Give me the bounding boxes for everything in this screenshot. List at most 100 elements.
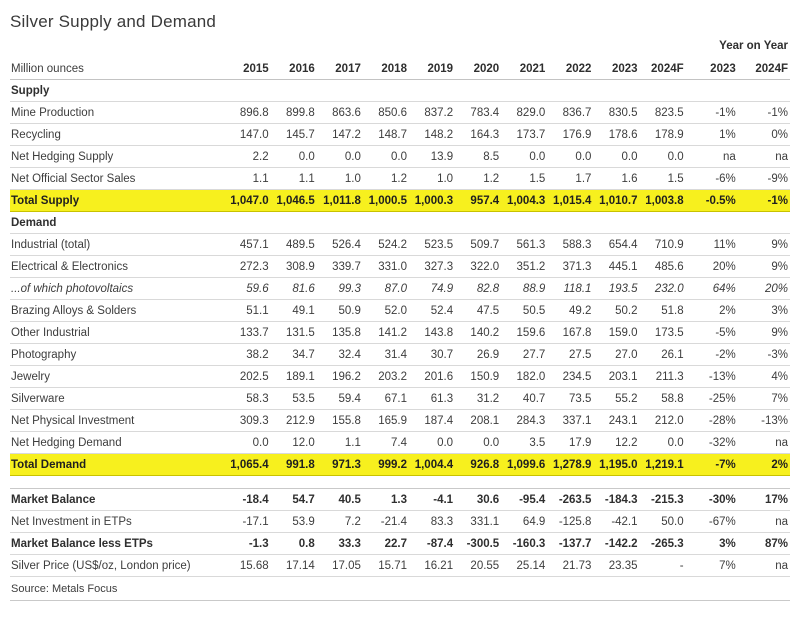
row-electrical-electronics: Electrical & Electronics 272.3 308.9 339.7 3… [10, 255, 790, 278]
cell-value: 26.1 [639, 343, 686, 366]
cell-value [270, 211, 317, 234]
cell-value: 88.9 [501, 277, 548, 300]
column-header-2019: 2019 [408, 58, 456, 80]
cell-value: 178.9 [639, 123, 686, 146]
cell-value: 133.7 [224, 321, 271, 344]
cell-value [316, 211, 363, 234]
cell-value: 1,047.0 [224, 189, 271, 212]
cell-value: 11% [685, 233, 738, 256]
cell-value: 957.4 [455, 189, 502, 212]
row-silverware: Silverware 58.3 53.5 59.4 67.1 61.3 31.2 40.7 73… [10, 387, 790, 410]
cell-value: 30.7 [408, 343, 456, 366]
cell-value: 147.2 [316, 123, 363, 146]
column-header-2018: 2018 [362, 58, 409, 80]
cell-value: 13.9 [408, 145, 456, 168]
cell-value: -9% [737, 167, 790, 190]
row-label: Brazing Alloys & Solders [10, 299, 225, 322]
cell-value: 50.5 [501, 299, 548, 322]
row-label: Recycling [10, 123, 225, 146]
cell-value: 143.8 [408, 321, 456, 344]
cell-value: 830.5 [593, 101, 640, 124]
cell-value: 53.5 [270, 387, 317, 410]
row-net-official-sector-sales: Net Official Sector Sales 1.1 1.1 1.0 1.2 1.0… [10, 167, 790, 190]
cell-value: 58.8 [639, 387, 686, 410]
table-header: Million ounces 2015 2016 2017 2018 2019 2020 20… [10, 58, 790, 80]
cell-value: 173.7 [501, 123, 548, 146]
cell-value: 82.8 [455, 277, 502, 300]
row-of-which-photovoltaics: ...of which photovoltaics 59.6 81.6 99.3 87.… [10, 277, 790, 300]
cell-value: 8.5 [455, 145, 502, 168]
cell-value: 201.6 [408, 365, 456, 388]
cell-value: 17.05 [316, 554, 363, 577]
cell-value [593, 79, 640, 102]
cell-value: -32% [685, 431, 738, 454]
cell-value: -1.3 [224, 532, 271, 555]
column-header-2023-yoy: 2023 [685, 58, 738, 80]
cell-value: 509.7 [455, 233, 502, 256]
row-industrial-total: Industrial (total) 457.1 489.5 526.4 524.2 52… [10, 233, 790, 256]
cell-value: -0.5% [685, 189, 738, 212]
cell-value: 9% [737, 255, 790, 278]
cell-value: na [737, 554, 790, 577]
cell-value: 899.8 [270, 101, 317, 124]
cell-value: 2.2 [224, 145, 271, 168]
cell-value: 155.8 [316, 409, 363, 432]
cell-value: -13% [685, 365, 738, 388]
cell-value: 212.0 [639, 409, 686, 432]
cell-value: 351.2 [501, 255, 548, 278]
cell-value: 0.8 [270, 532, 317, 555]
cell-value: 26.9 [455, 343, 502, 366]
cell-value: 54.7 [270, 488, 317, 511]
cell-value: -2% [685, 343, 738, 366]
cell-value: -263.5 [547, 488, 594, 511]
cell-value: 896.8 [224, 101, 271, 124]
cell-value: 588.3 [547, 233, 594, 256]
cell-value: 4% [737, 365, 790, 388]
cell-value: 0.0 [408, 431, 456, 454]
unit-label: Million ounces [10, 58, 225, 80]
cell-value: 0.0 [639, 431, 686, 454]
section-supply: Supply [10, 79, 790, 102]
cell-value: 20.55 [455, 554, 502, 577]
cell-value: 141.2 [362, 321, 409, 344]
cell-value: 0.0 [224, 431, 271, 454]
cell-value: 165.9 [362, 409, 409, 432]
cell-value: 99.3 [316, 277, 363, 300]
cell-value: -160.3 [501, 532, 548, 555]
cell-value: -142.2 [593, 532, 640, 555]
cell-value: 445.1 [593, 255, 640, 278]
row-photography: Photography 38.2 34.7 32.4 31.4 30.7 26.9 27.7 2… [10, 343, 790, 366]
cell-value: 523.5 [408, 233, 456, 256]
cell-value: 322.0 [455, 255, 502, 278]
row-label: Industrial (total) [10, 233, 225, 256]
cell-value: -21.4 [362, 510, 409, 533]
cell-value: 1.1 [270, 167, 317, 190]
column-header-2024f-yoy: 2024F [737, 58, 790, 80]
cell-value: 23.35 [593, 554, 640, 577]
cell-value: 12.2 [593, 431, 640, 454]
cell-value [270, 79, 317, 102]
cell-value: 34.7 [270, 343, 317, 366]
cell-value: 926.8 [455, 453, 502, 476]
row-label: Mine Production [10, 101, 225, 124]
header-row: Million ounces 2015 2016 2017 2018 2019 2020 20… [10, 58, 790, 80]
section-demand: Demand [10, 211, 790, 234]
cell-value: -30% [685, 488, 738, 511]
cell-value: 203.2 [362, 365, 409, 388]
cell-value [737, 79, 790, 102]
cell-value: 16.21 [408, 554, 456, 577]
cell-value: 337.1 [547, 409, 594, 432]
row-total-demand: Total Demand 1,065.4 991.8 971.3 999.2 1,004.… [10, 453, 790, 476]
report-page: Silver Supply and Demand Year on Year Mi… [10, 12, 790, 601]
cell-value: -1% [737, 101, 790, 124]
cell-value: 50.2 [593, 299, 640, 322]
row-label: Net Hedging Demand [10, 431, 225, 454]
row-label: Photography [10, 343, 225, 366]
cell-value: 55.2 [593, 387, 640, 410]
cell-value: 1.5 [639, 167, 686, 190]
row-label: Net Investment in ETPs [10, 510, 225, 533]
cell-value: 0.0 [639, 145, 686, 168]
row-label: Market Balance less ETPs [10, 532, 225, 555]
cell-value: -13% [737, 409, 790, 432]
cell-value: 524.2 [362, 233, 409, 256]
